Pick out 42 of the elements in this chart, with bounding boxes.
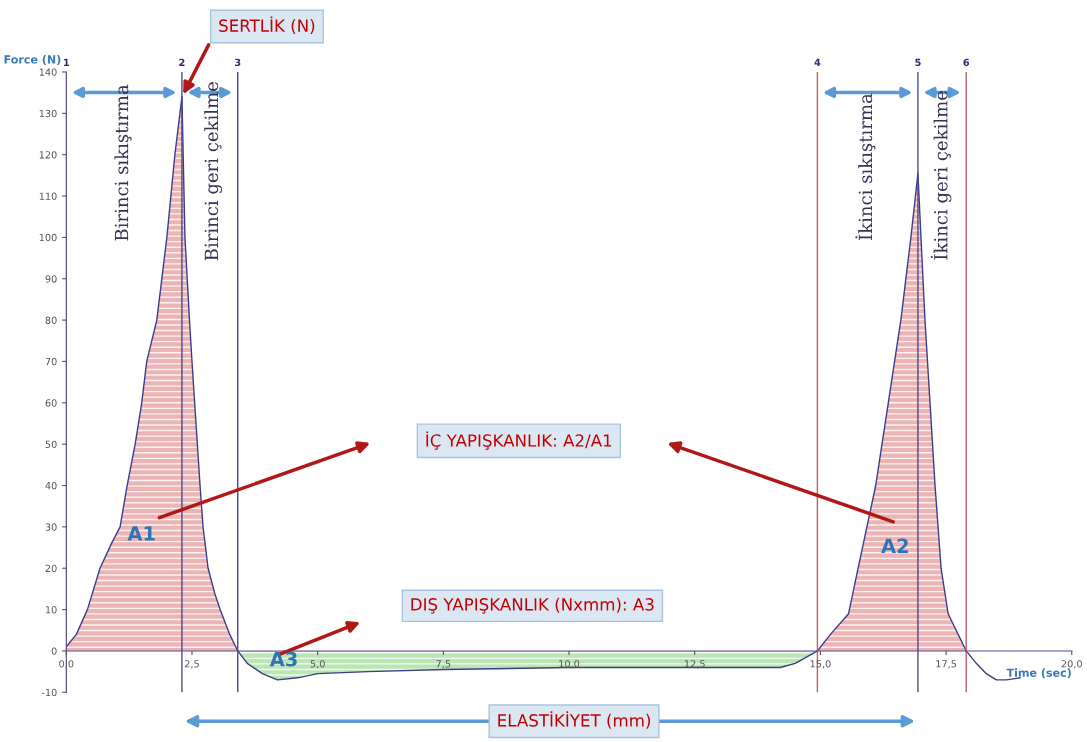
y-tick-label: 80 [45,316,57,324]
y-tick-label: -10 [41,688,57,697]
y-tick-label: 100 [39,233,57,242]
annotation: 1 [64,58,70,66]
annotation: A3 [269,651,297,667]
y-tick-label: 40 [45,481,57,490]
y-tick-label: 120 [39,151,57,159]
annotation: 6 [963,58,970,67]
x-tick-label: 5,0 [310,660,325,669]
y-tick-label: 60 [45,399,57,407]
y-tick-label: 130 [39,109,57,118]
y-tick-label: 20 [45,564,57,573]
x-tick-label: 17,5 [936,660,957,669]
annotation: A1 [127,526,155,541]
annotation: SERTLİK (N) [219,16,315,34]
y-tick-label: 110 [39,192,57,200]
x-tick-label: 10,0 [559,660,580,669]
annotation: Birinci sıkıştırma [114,84,132,241]
y-tick-label: 30 [45,523,57,531]
y-tick-label: 50 [45,440,57,448]
annotation: 2 [179,58,185,66]
y-tick-label: 90 [45,275,57,283]
y-tick-label: 10 [45,606,57,614]
text: ELASTİKİYET (mm) [498,711,651,729]
annotation: 4 [814,58,821,66]
annotation: 5 [915,58,921,67]
y-axis-title: Force (N) [4,55,61,65]
y-tick-label: 140 [39,68,57,76]
annotation: 3 [235,58,241,67]
x-axis-title: Time (sec) [1006,668,1071,679]
y-tick-label: 0 [51,647,57,655]
annotation: İkinci geri çekilme [930,90,952,260]
y-tick-label: 70 [45,357,57,366]
x-tick-label: 2,5 [184,660,199,669]
annotation: Birinci geri çekilme [204,82,222,261]
annotation: A2 [881,538,908,553]
x-tick-label: 20,0 [1061,660,1082,669]
annotation: İkinci sıkıştırma [855,93,876,240]
x-tick-label: 7,5 [436,660,451,669]
annotation: DIŞ YAPIŞKANLIK (Nxmm): A3 [411,597,654,614]
x-tick-label: 12,5 [684,660,705,669]
annotation: İÇ YAPIŞKANLIK: A2/A1 [426,431,612,450]
